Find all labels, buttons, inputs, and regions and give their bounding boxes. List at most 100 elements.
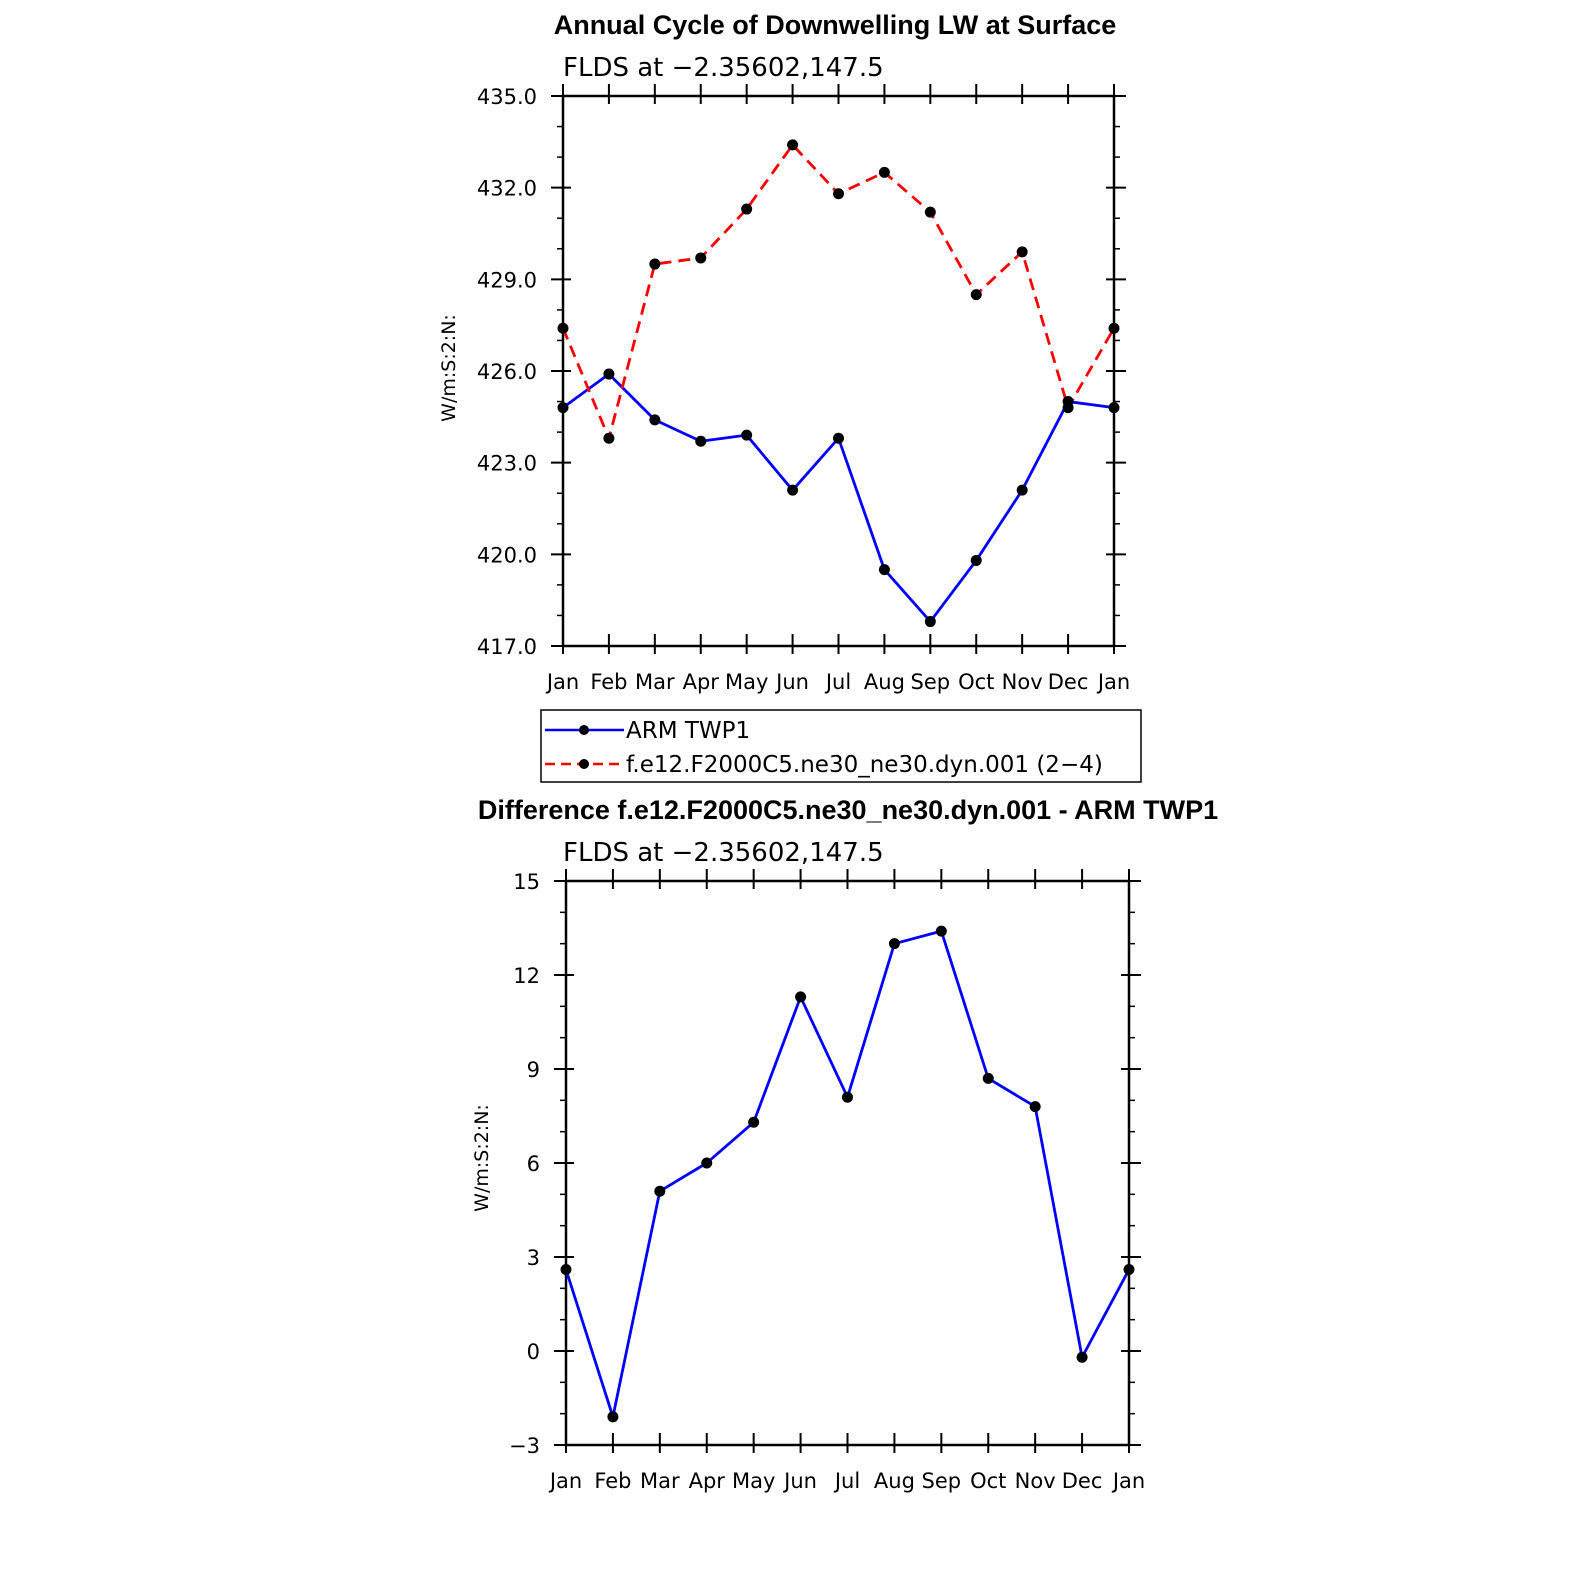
top-chart-xtick-label: Aug xyxy=(864,670,905,694)
top-chart-ytick-label: 417.0 xyxy=(477,635,537,659)
bottom-chart-series-0-point xyxy=(1076,1351,1088,1363)
top-chart-series xyxy=(557,139,1120,628)
bottom-chart-xtick-label: Dec xyxy=(1062,1469,1103,1493)
bottom-chart-ylabel: W/m:S:2:N: xyxy=(471,1104,493,1212)
top-chart-series-1-point xyxy=(1016,246,1028,258)
bottom-chart-ytick-label: 3 xyxy=(527,1246,540,1270)
top-chart-series-1-point xyxy=(878,166,890,178)
top-chart-xtick-label: Oct xyxy=(958,670,994,694)
bottom-chart-xtick-label: Mar xyxy=(640,1469,680,1493)
bottom-chart-axes: Jan Feb Mar Apr May Jun Jul Aug Sep Oct Nov Dec Jan−… xyxy=(509,869,1145,1493)
bottom-chart-series xyxy=(560,925,1135,1423)
top-chart-series-0-point xyxy=(924,616,936,628)
legend: ARM TWP1 f.e12.F2000C5.ne30_ne30.dyn.001… xyxy=(540,709,1142,783)
top-chart-title: Annual Cycle of Downwelling LW at Surfac… xyxy=(554,10,1117,40)
top-chart-series-0-point xyxy=(557,402,569,414)
top-chart-series-1-point xyxy=(557,322,569,334)
legend-label-model: f.e12.F2000C5.ne30_ne30.dyn.001 (2−4) xyxy=(626,752,1103,778)
top-chart-series-1-point xyxy=(741,203,753,215)
bottom-chart-series-0-point xyxy=(935,925,947,937)
bottom-chart-series-0-point xyxy=(1123,1264,1135,1276)
top-chart-series-0-point xyxy=(970,554,982,566)
legend-box xyxy=(540,709,1142,783)
top-chart-ytick-label: 429.0 xyxy=(477,268,537,292)
bottom-chart-series-0-point xyxy=(795,991,807,1003)
bottom-chart-xtick-label: Sep xyxy=(922,1469,962,1493)
bottom-chart-series-0-point xyxy=(842,1091,853,1103)
bottom-chart-series-0-point xyxy=(888,938,900,950)
top-chart-subtitle: FLDS at −2.35602,147.5 xyxy=(563,53,884,83)
bottom-chart-series-0-point xyxy=(982,1072,994,1084)
bottom-chart-title: Difference f.e12.F2000C5.ne30_ne30.dyn.0… xyxy=(478,795,1218,825)
top-chart-xtick-label: Dec xyxy=(1048,670,1089,694)
top-chart-series-0-point xyxy=(1108,402,1120,414)
bottom-chart-ytick-label: 15 xyxy=(513,870,540,894)
bottom-chart-xtick-label: Aug xyxy=(874,1469,915,1493)
legend-label-arm: ARM TWP1 xyxy=(626,718,750,744)
top-chart-ytick-label: 435.0 xyxy=(477,85,537,109)
top-chart-series-0-point xyxy=(649,414,661,426)
top-chart-ytick-label: 420.0 xyxy=(477,543,537,567)
bottom-chart-ytick-label: 6 xyxy=(527,1152,540,1176)
top-chart-ytick-label: 432.0 xyxy=(477,177,537,201)
top-chart-frame xyxy=(561,94,1116,648)
top-chart-series-0-point xyxy=(787,484,799,496)
top-chart: Annual Cycle of Downwelling LW at Surfac… xyxy=(438,10,1130,694)
top-chart-series-1-point xyxy=(649,258,661,270)
bottom-chart-series-0-point xyxy=(654,1185,666,1197)
bottom-chart-series-0-point xyxy=(560,1264,572,1276)
top-chart-series-0-point xyxy=(741,429,753,441)
bottom-chart-xtick-label: Jan xyxy=(548,1469,582,1493)
bottom-chart-xtick-label: Nov xyxy=(1015,1469,1056,1493)
bottom-chart-xtick-label: Jul xyxy=(833,1469,860,1493)
top-chart-xtick-label: Sep xyxy=(911,670,951,694)
bottom-chart-ytick-label: 12 xyxy=(513,964,540,988)
top-chart-series-line-0 xyxy=(562,372,1115,623)
top-chart-xtick-label: Nov xyxy=(1002,670,1043,694)
top-chart-ytick-label: 426.0 xyxy=(477,360,537,384)
top-chart-ytick-label: 423.0 xyxy=(477,452,537,476)
bottom-chart-series-0-point xyxy=(748,1116,760,1128)
bottom-chart-xtick-label: Feb xyxy=(594,1469,631,1493)
top-chart-xtick-label: Jun xyxy=(774,670,809,694)
top-chart-series-0-point xyxy=(878,564,890,576)
top-chart-series-0-point xyxy=(833,432,844,444)
bottom-chart-ytick-label: 0 xyxy=(527,1340,540,1364)
bottom-chart-xtick-label: Jan xyxy=(1111,1469,1145,1493)
bottom-chart-ytick-label: −3 xyxy=(509,1434,540,1458)
top-chart-xtick-label: Jan xyxy=(545,670,579,694)
top-chart-series-1-point xyxy=(787,139,799,151)
bottom-chart-series-0-point xyxy=(701,1157,713,1169)
top-chart-series-1-point xyxy=(1062,402,1074,414)
bottom-chart-series-line-0 xyxy=(564,929,1131,1419)
bottom-chart-series-0-point xyxy=(607,1411,619,1423)
bottom-chart-series-0-point xyxy=(1029,1101,1041,1113)
top-chart-series-0-point xyxy=(1016,484,1028,496)
top-chart-series-1-point xyxy=(924,206,936,218)
top-chart-axes: Jan Feb Mar Apr May Jun Jul Aug Sep Oct Nov Dec Jan 4… xyxy=(477,84,1130,694)
top-chart-ylabel: W/m:S:2:N: xyxy=(438,314,460,422)
top-chart-series-1-point xyxy=(1108,322,1120,334)
top-chart-xtick-label: Feb xyxy=(590,670,627,694)
top-chart-xtick-label: Apr xyxy=(683,670,720,694)
top-chart-xtick-label: Jan xyxy=(1096,670,1130,694)
top-chart-series-0-point xyxy=(695,435,707,447)
top-chart-xtick-label: Mar xyxy=(635,670,675,694)
legend-marker-model xyxy=(579,759,589,769)
top-chart-series-1-point xyxy=(970,289,982,301)
bottom-chart-xtick-label: Oct xyxy=(970,1469,1006,1493)
bottom-chart-subtitle: FLDS at −2.35602,147.5 xyxy=(563,838,884,868)
top-chart-series-0-point xyxy=(603,368,615,380)
bottom-chart-xtick-label: May xyxy=(732,1469,775,1493)
top-chart-xtick-label: May xyxy=(725,670,768,694)
bottom-chart: Difference f.e12.F2000C5.ne30_ne30.dyn.0… xyxy=(471,795,1218,1493)
bottom-chart-xtick-label: Apr xyxy=(689,1469,726,1493)
legend-marker-arm xyxy=(579,725,589,735)
bottom-chart-ytick-label: 9 xyxy=(527,1058,540,1082)
top-chart-xtick-label: Jul xyxy=(824,670,851,694)
top-chart-series-1-point xyxy=(833,188,844,200)
top-chart-series-1-point xyxy=(695,252,707,264)
bottom-chart-xtick-label: Jun xyxy=(782,1469,817,1493)
top-chart-series-1-point xyxy=(603,432,615,444)
